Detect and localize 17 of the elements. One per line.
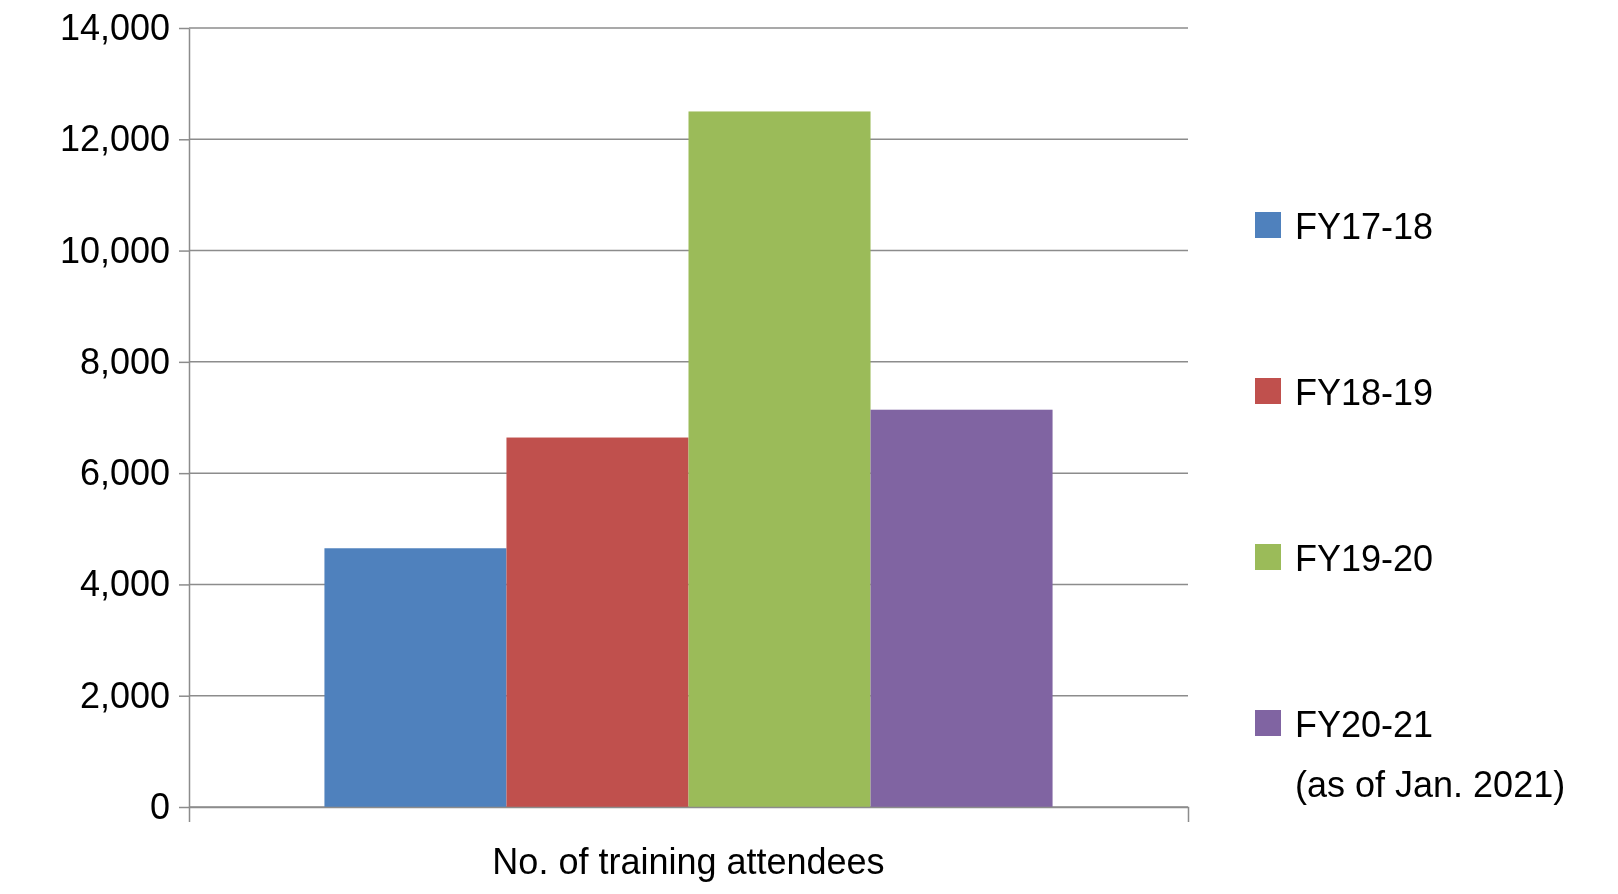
bar — [324, 548, 507, 807]
bar — [870, 409, 1053, 807]
bar — [688, 111, 871, 807]
y-tick-label: 10,000 — [59, 229, 170, 271]
x-tick-label: No. of training attendees — [492, 841, 885, 882]
y-tick-label: 6,000 — [79, 452, 170, 494]
bar — [506, 437, 689, 807]
y-tick-label: 4,000 — [79, 563, 170, 605]
y-tick-label: 12,000 — [59, 118, 170, 160]
legend-label: FY20-21 (as of Jan. 2021) — [1295, 704, 1566, 805]
y-tick-label: 8,000 — [79, 340, 170, 382]
y-tick-label: 0 — [149, 786, 170, 828]
y-tick-label: 14,000 — [59, 7, 170, 49]
legend-label: FY19-20 — [1295, 538, 1434, 579]
y-tick-label: 2,000 — [79, 674, 170, 716]
legend-label: FY17-18 — [1295, 206, 1434, 247]
legend-label: FY18-19 — [1295, 372, 1434, 413]
